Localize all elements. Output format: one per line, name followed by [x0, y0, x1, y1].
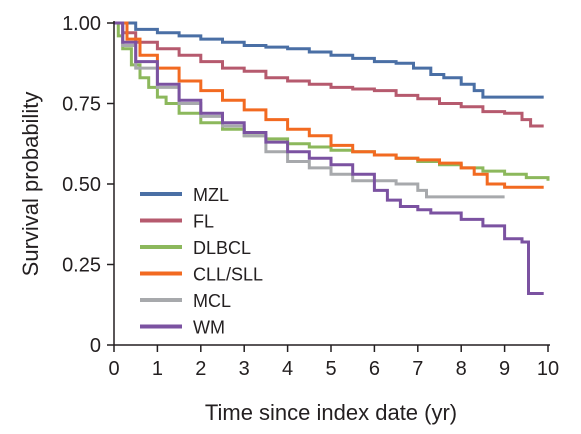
x-tick-label: 1 — [152, 358, 163, 380]
axes: 0 1 2 3 4 5 6 7 8 9 10 0 0.25 0.50 0.75 1.00 — [62, 13, 559, 380]
x-tick-label: 6 — [369, 358, 380, 380]
legend-label: FL — [193, 212, 214, 232]
y-tick-label: 0 — [90, 335, 101, 357]
curve-wm — [114, 21, 544, 295]
y-tick-label: 1.00 — [62, 13, 101, 35]
y-tick-label: 0.75 — [62, 94, 101, 116]
x-tick-label: 5 — [325, 358, 336, 380]
legend-label: MZL — [193, 185, 229, 205]
y-tick-label: 0.25 — [62, 255, 101, 277]
x-tick-label: 9 — [499, 358, 510, 380]
x-axis-title: Time since index date (yr) — [205, 400, 457, 425]
legend-label: MCL — [193, 291, 231, 311]
legend-label: CLL/SLL — [193, 265, 263, 285]
x-tick-label: 10 — [537, 358, 559, 380]
legend-label: DLBCL — [193, 238, 251, 258]
x-tick-label: 3 — [239, 358, 250, 380]
legend: MZL FL DLBCL CLL/SLL MCL WM — [140, 185, 263, 338]
x-tick-label: 0 — [108, 358, 119, 380]
curve-cll-sll — [114, 21, 544, 189]
x-tick-label: 8 — [456, 358, 467, 380]
y-tick-label: 0.50 — [62, 174, 101, 196]
y-axis-title: Survival probability — [18, 92, 43, 277]
x-tick-label: 7 — [412, 358, 423, 380]
curve-mzl — [114, 21, 544, 99]
x-tick-label: 4 — [282, 358, 293, 380]
curve-fl — [114, 21, 544, 128]
legend-label: WM — [193, 318, 225, 338]
survival-curves — [114, 21, 550, 295]
x-tick-label: 2 — [195, 358, 206, 380]
